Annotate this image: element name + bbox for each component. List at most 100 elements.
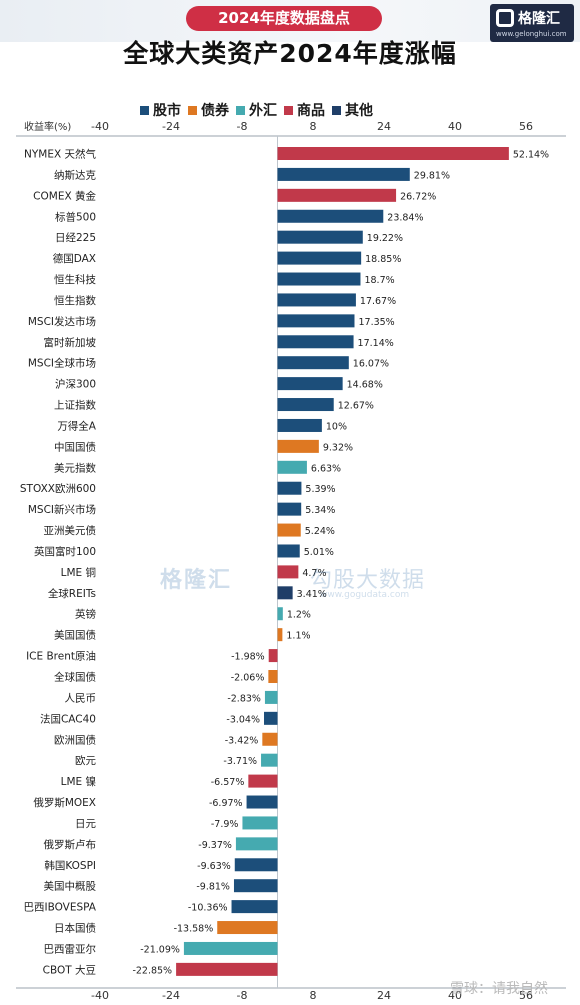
bottom-tick-label: 40 (448, 989, 462, 1002)
category-label: MSCI新兴市场 (28, 503, 96, 516)
bottom-tick-label: 8 (310, 989, 317, 1002)
category-label: 美国中概股 (44, 880, 97, 893)
data-label: -6.97% (209, 798, 243, 809)
data-label: 9.32% (323, 442, 353, 453)
category-label: 日本国债 (54, 922, 96, 935)
top-tick-label: 56 (519, 120, 533, 133)
data-label: 1.2% (287, 610, 311, 621)
watermark-product: 勾股大数据 (310, 568, 426, 593)
bar (277, 460, 307, 474)
bar (277, 398, 334, 412)
brand-logo: 格隆汇 www.gelonghui.com (490, 4, 574, 42)
legend-swatch (236, 105, 245, 115)
category-label: 韩国KOSPI (44, 859, 96, 872)
data-label: 4.7% (302, 568, 326, 579)
data-label: -6.57% (211, 777, 245, 788)
chart-legend: 股市 债券 外汇 商品 其他 (140, 100, 380, 120)
category-label: 德国DAX (53, 252, 96, 265)
category-label: 日元 (75, 818, 96, 830)
category-label: ICE Brent原油 (26, 650, 96, 663)
data-label: 14.68% (347, 380, 383, 391)
legend-label: 股市 (153, 103, 181, 119)
legend-label: 外汇 (249, 103, 277, 119)
bottom-tick-label: 24 (377, 989, 391, 1002)
bar (248, 774, 278, 788)
category-label: 恒生指数 (54, 294, 96, 307)
data-label: 5.01% (304, 547, 334, 558)
data-label: 19.22% (367, 233, 403, 244)
bar (264, 690, 278, 704)
chart-title: 全球大类资产2024年度涨幅 (123, 39, 457, 68)
bar (277, 586, 293, 600)
bar (277, 377, 343, 391)
category-label: LME 铜 (61, 567, 96, 579)
bar (217, 921, 278, 935)
data-label: 6.63% (311, 463, 341, 474)
bar (277, 607, 283, 621)
data-label: -9.63% (197, 861, 231, 872)
category-label: 富时新加坡 (44, 336, 97, 349)
logo-url: www.gelonghui.com (496, 30, 567, 38)
bar (277, 481, 302, 495)
bar (231, 900, 278, 914)
bar (261, 753, 278, 767)
year-badge: 2024年度数据盘点 (186, 6, 382, 31)
category-label: 巴西雷亚尔 (44, 942, 97, 955)
watermark-url: www.gogudata.com (320, 590, 410, 600)
data-label: 1.1% (286, 631, 310, 642)
data-label: -13.58% (174, 924, 214, 935)
data-label: 52.14% (513, 150, 549, 161)
data-label: 5.24% (305, 526, 335, 537)
bar (277, 272, 361, 286)
bar (246, 795, 278, 809)
data-label: -9.37% (198, 840, 232, 851)
data-label: 17.67% (360, 296, 396, 307)
logo-g-icon (496, 9, 514, 27)
bar (277, 167, 410, 181)
data-label: -3.71% (223, 756, 257, 767)
legend-item-2: 外汇 (236, 100, 277, 120)
legend-swatch (332, 105, 341, 115)
legend-swatch (140, 105, 149, 115)
data-label: 18.7% (364, 275, 394, 286)
data-label: -22.85% (132, 965, 172, 976)
category-label: MSCI发达市场 (28, 315, 96, 328)
data-label: 29.81% (414, 170, 450, 181)
legend-item-0: 股市 (140, 100, 181, 120)
top-tick-label: 24 (377, 120, 391, 133)
legend-label: 债券 (201, 103, 229, 119)
watermark: 格隆汇 勾股大数据 www.gogudata.com (160, 562, 424, 600)
category-label: 人民币 (65, 692, 97, 704)
legend-swatch (284, 105, 293, 115)
bar (277, 335, 354, 349)
bar (233, 879, 278, 893)
bottom-tick-label: -40 (91, 989, 109, 1002)
data-label: 16.07% (353, 359, 389, 370)
bar (242, 816, 278, 830)
legend-item-3: 商品 (284, 100, 325, 120)
bottom-tick-label: -24 (162, 989, 180, 1002)
category-label: 法国CAC40 (40, 712, 96, 725)
bottom-tick-label: 56 (519, 989, 533, 1002)
bar (277, 439, 319, 453)
data-label: -10.36% (188, 903, 228, 914)
category-label: 英国富时100 (34, 545, 96, 558)
data-label: -7.9% (211, 819, 239, 830)
data-label: 18.85% (365, 254, 401, 265)
category-label: 标普500 (55, 210, 96, 223)
bar (235, 837, 278, 851)
watermark-brand: 格隆汇 (160, 568, 233, 593)
category-label: STOXX欧洲600 (20, 483, 96, 495)
top-tick-label: -40 (91, 120, 109, 133)
category-label: 英镑 (75, 608, 96, 621)
data-label: -3.42% (225, 735, 259, 746)
category-label: 亚洲美元债 (44, 524, 97, 537)
data-label: 17.14% (358, 338, 394, 349)
bar (262, 732, 278, 746)
bar (268, 670, 278, 683)
legend-label: 其他 (345, 103, 373, 119)
category-label: 日经225 (55, 231, 96, 244)
bar (277, 147, 509, 160)
category-label: 万得全A (57, 419, 96, 432)
